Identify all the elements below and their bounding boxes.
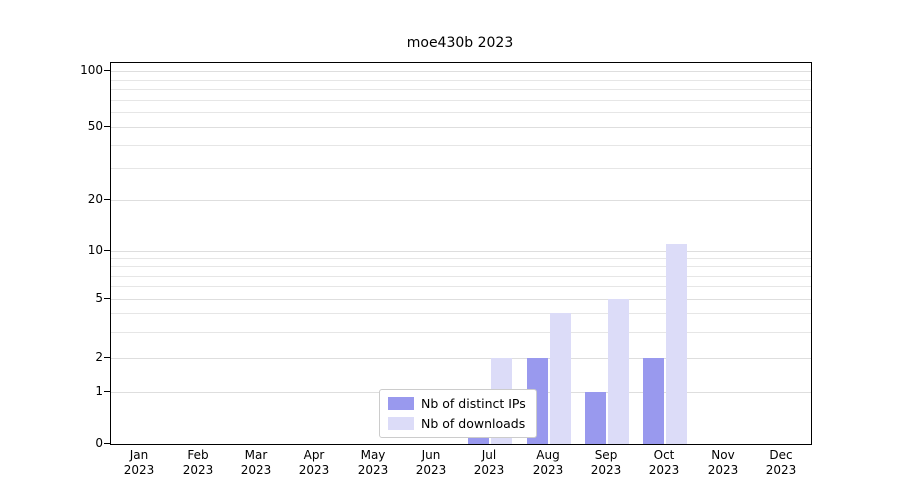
gridline-minor bbox=[111, 145, 811, 146]
gridline-minor bbox=[111, 100, 811, 101]
gridline-major bbox=[111, 251, 811, 252]
y-tick-mark bbox=[104, 391, 110, 392]
bar-distinct-ips bbox=[585, 392, 606, 444]
gridline-major bbox=[111, 299, 811, 300]
legend-item-downloads: Nb of downloads bbox=[388, 416, 526, 431]
legend-label-distinct-ips: Nb of distinct IPs bbox=[421, 396, 526, 411]
x-tick-label: Sep 2023 bbox=[590, 448, 622, 477]
y-tick-label: 5 bbox=[95, 291, 103, 305]
x-tick-label: Oct 2023 bbox=[648, 448, 680, 477]
x-tick-label: Jun 2023 bbox=[415, 448, 447, 477]
gridline-major bbox=[111, 200, 811, 201]
y-tick-mark bbox=[104, 199, 110, 200]
y-tick-label: 0 bbox=[95, 436, 103, 450]
x-tick-label: Aug 2023 bbox=[532, 448, 564, 477]
x-tick-label: Feb 2023 bbox=[182, 448, 214, 477]
gridline-minor bbox=[111, 258, 811, 259]
y-tick-mark bbox=[104, 357, 110, 358]
x-tick-label: Mar 2023 bbox=[240, 448, 272, 477]
gridline-minor bbox=[111, 112, 811, 113]
y-tick-label: 50 bbox=[87, 119, 103, 133]
gridline-minor bbox=[111, 266, 811, 267]
y-tick-label: 100 bbox=[80, 63, 103, 77]
gridline-major bbox=[111, 127, 811, 128]
chart-title: moe430b 2023 bbox=[406, 35, 514, 51]
gridline-minor bbox=[111, 286, 811, 287]
gridline-minor bbox=[111, 332, 811, 333]
x-tick-label: Jan 2023 bbox=[123, 448, 155, 477]
y-tick-label: 2 bbox=[95, 350, 103, 364]
plot-area bbox=[110, 62, 812, 445]
y-tick-label: 1 bbox=[95, 384, 103, 398]
legend: Nb of distinct IPs Nb of downloads bbox=[379, 389, 537, 438]
legend-swatch-distinct-ips bbox=[388, 397, 414, 410]
bar-downloads bbox=[608, 299, 629, 444]
x-tick-label: May 2023 bbox=[357, 448, 389, 477]
y-tick-mark bbox=[104, 70, 110, 71]
gridline-major bbox=[111, 358, 811, 359]
legend-swatch-downloads bbox=[388, 417, 414, 430]
y-tick-mark bbox=[104, 298, 110, 299]
y-tick-label: 20 bbox=[87, 192, 103, 206]
y-tick-label: 10 bbox=[87, 243, 103, 257]
x-tick-label: Nov 2023 bbox=[707, 448, 739, 477]
x-tick-label: Apr 2023 bbox=[298, 448, 330, 477]
y-tick-mark bbox=[104, 443, 110, 444]
legend-label-downloads: Nb of downloads bbox=[421, 416, 526, 431]
gridline-minor bbox=[111, 276, 811, 277]
bar-downloads bbox=[666, 244, 687, 444]
y-tick-mark bbox=[104, 126, 110, 127]
gridline-minor bbox=[111, 313, 811, 314]
gridline-major bbox=[111, 71, 811, 72]
bar-downloads bbox=[550, 313, 571, 444]
bar-distinct-ips bbox=[643, 358, 664, 444]
gridline-minor bbox=[111, 168, 811, 169]
legend-item-distinct-ips: Nb of distinct IPs bbox=[388, 396, 526, 411]
gridline-minor bbox=[111, 80, 811, 81]
x-tick-label: Dec 2023 bbox=[765, 448, 797, 477]
y-tick-mark bbox=[104, 250, 110, 251]
x-tick-label: Jul 2023 bbox=[473, 448, 505, 477]
gridline-minor bbox=[111, 89, 811, 90]
